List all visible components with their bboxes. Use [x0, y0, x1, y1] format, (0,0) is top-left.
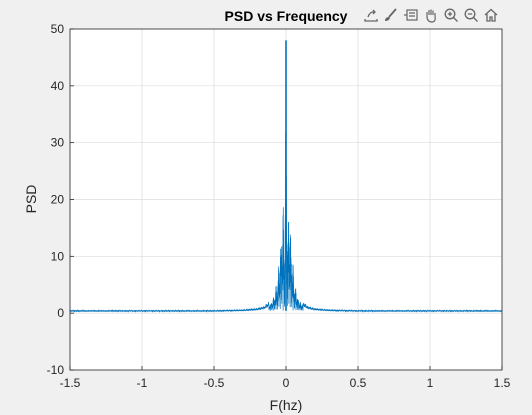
- zoom-in-icon[interactable]: [442, 6, 460, 24]
- y-tick-label: 0: [57, 306, 64, 320]
- x-axis-label: F(hz): [270, 397, 303, 413]
- y-tick-label: 10: [51, 249, 65, 263]
- home-icon[interactable]: [482, 6, 500, 24]
- brush-icon[interactable]: [382, 6, 400, 24]
- y-tick-label: 40: [51, 79, 65, 93]
- psd-series: [69, 40, 503, 313]
- datatip-icon[interactable]: [402, 6, 420, 24]
- y-tick-label: 50: [51, 22, 65, 36]
- x-tick-label: 0.5: [350, 376, 367, 390]
- x-tick-label: 0: [283, 376, 290, 390]
- y-tick-label: 30: [51, 136, 65, 150]
- chart-title: PSD vs Frequency: [225, 8, 348, 24]
- y-tick-label: -10: [47, 363, 65, 377]
- export-icon[interactable]: [362, 6, 380, 24]
- x-tick-label: -1.5: [60, 376, 81, 390]
- x-tick-label: 1: [427, 376, 434, 390]
- y-tick-labels: -10 0 10 20 30 40 50: [47, 22, 65, 377]
- axes-toolbar: [362, 6, 500, 26]
- x-tick-label: 1.5: [494, 376, 511, 390]
- zoom-out-icon[interactable]: [462, 6, 480, 24]
- x-tick-label: -1: [137, 376, 148, 390]
- pan-icon[interactable]: [422, 6, 440, 24]
- x-tick-labels: -1.5 -1 -0.5 0 0.5 1 1.5: [60, 376, 511, 390]
- axes-box: [69, 28, 503, 371]
- x-tick-label: -0.5: [204, 376, 225, 390]
- y-axis-label: PSD: [23, 185, 39, 214]
- y-tick-label: 20: [51, 193, 65, 207]
